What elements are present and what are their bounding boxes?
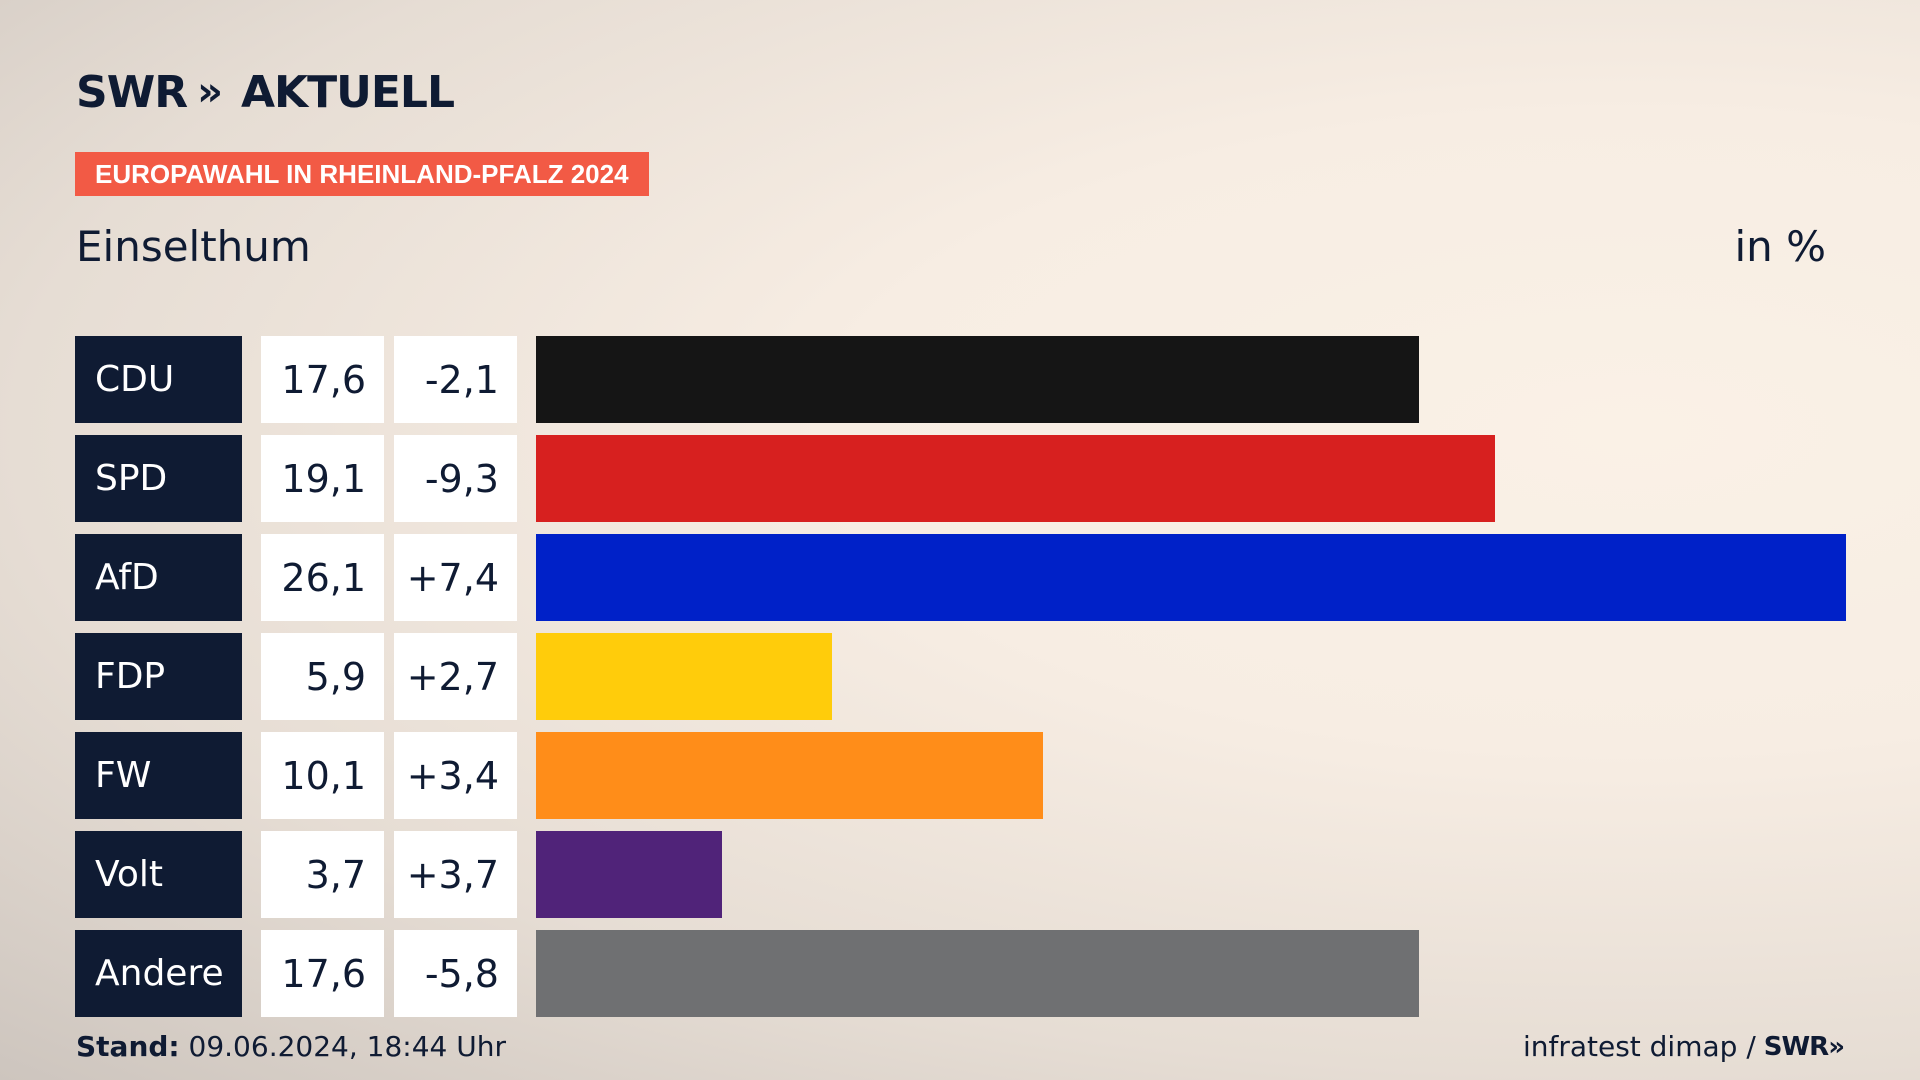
chart-row-fw: FW 10,1 +3,4 [75, 732, 1846, 819]
party-label: FW [75, 732, 242, 819]
footer-source: infratest dimap / SWR» [1522, 1030, 1845, 1063]
diff-label: +3,4 [394, 732, 517, 819]
party-label: FDP [75, 633, 242, 720]
chart-title: Einselthum [76, 222, 311, 271]
party-label: AfD [75, 534, 242, 621]
bar-fdp [536, 633, 832, 720]
diff-label: +2,7 [394, 633, 517, 720]
diff-label: +3,7 [394, 831, 517, 918]
chart-row-volt: Volt 3,7 +3,7 [75, 831, 1846, 918]
swr-aktuell-logo: SWR » AKTUELL [76, 67, 455, 118]
diff-label: -5,8 [394, 930, 517, 1017]
value-label: 17,6 [261, 336, 384, 423]
source-chevron-icon: » [1828, 1031, 1845, 1062]
diff-label: +7,4 [394, 534, 517, 621]
logo-chevron-icon: » [197, 69, 223, 115]
diff-label: -9,3 [394, 435, 517, 522]
source-brand-logo: SWR» [1763, 1031, 1845, 1062]
stand-value: 09.06.2024, 18:44 Uhr [188, 1030, 506, 1063]
bar-cdu [536, 336, 1419, 423]
value-label: 5,9 [261, 633, 384, 720]
chart-row-cdu: CDU 17,6 -2,1 [75, 336, 1846, 423]
source-brand: SWR [1763, 1031, 1829, 1062]
value-label: 10,1 [261, 732, 384, 819]
election-badge: EUROPAWAHL IN RHEINLAND-PFALZ 2024 [75, 152, 649, 196]
bar-afd [536, 534, 1846, 621]
source-label: infratest dimap / [1522, 1030, 1756, 1063]
bar-fw [536, 732, 1043, 819]
bar-andere [536, 930, 1419, 1017]
logo-product: AKTUELL [240, 66, 455, 118]
value-label: 3,7 [261, 831, 384, 918]
logo-brand: SWR [76, 66, 188, 118]
party-label: Andere [75, 930, 242, 1017]
party-label: SPD [75, 435, 242, 522]
value-label: 19,1 [261, 435, 384, 522]
chart-row-afd: AfD 26,1 +7,4 [75, 534, 1846, 621]
value-label: 26,1 [261, 534, 384, 621]
stand-label: Stand: [76, 1030, 180, 1063]
chart-row-andere: Andere 17,6 -5,8 [75, 930, 1846, 1017]
unit-label: in % [1734, 222, 1826, 271]
bar-volt [536, 831, 722, 918]
chart-row-fdp: FDP 5,9 +2,7 [75, 633, 1846, 720]
party-label: Volt [75, 831, 242, 918]
chart-row-spd: SPD 19,1 -9,3 [75, 435, 1846, 522]
bar-spd [536, 435, 1495, 522]
diff-label: -2,1 [394, 336, 517, 423]
value-label: 17,6 [261, 930, 384, 1017]
footer-stand: Stand: 09.06.2024, 18:44 Uhr [76, 1030, 506, 1063]
party-label: CDU [75, 336, 242, 423]
